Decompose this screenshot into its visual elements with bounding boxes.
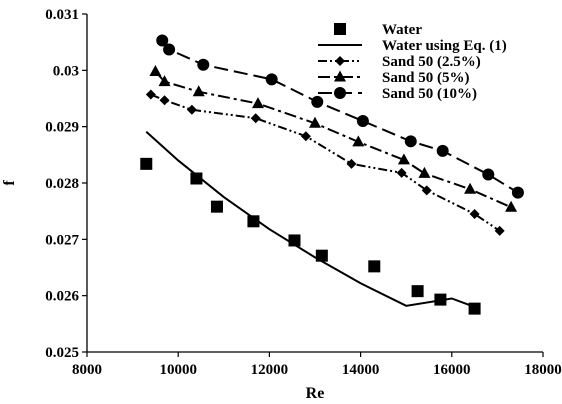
series-line [154,70,512,209]
legend-item: Sand 50 (10%) [318,86,477,102]
legend-marker [334,70,346,82]
data-point [436,144,449,157]
legend-label: Sand 50 (10%) [382,86,477,102]
legend-item: Sand 50 (2.5%) [318,54,481,70]
data-point [197,58,210,71]
x-tick-label: 12000 [251,362,289,378]
data-point [156,34,169,47]
data-point [309,116,321,128]
y-tick-label: 0.029 [45,120,79,136]
series-sand-50-2-5 [145,89,505,236]
data-point [356,115,369,128]
data-point [421,185,432,196]
legend-item: Water [334,22,422,38]
data-point [404,135,417,148]
legend-marker [334,87,346,99]
legend-label: Water using Eq. (1) [382,38,507,54]
series-line [161,39,519,194]
series-sand-50-5 [149,64,518,212]
x-axis-ticks: 8000 10000 12000 14000 16000 18000 [72,352,562,378]
data-point [397,153,410,165]
legend-marker [334,23,346,35]
series-water [140,157,481,315]
data-point [210,200,223,213]
data-point [149,64,162,76]
data-point [300,131,311,142]
data-point [140,157,153,170]
y-tick-label: 0.026 [45,289,79,305]
y-tick-label: 0.03 [53,63,79,79]
data-point [145,89,156,100]
x-tick-label: 16000 [433,362,471,378]
data-point [190,172,203,185]
x-tick-label: 8000 [72,362,102,378]
series-water-using-eq-1 [145,130,475,308]
data-point [158,75,171,87]
data-point [315,249,328,262]
data-point [311,95,324,108]
data-point [352,135,365,147]
data-point [192,85,205,97]
series-line [150,93,501,232]
data-point [511,186,524,199]
data-point [368,260,381,273]
legend-item: Water using Eq. (1) [318,38,507,54]
x-axis-title: Re [306,385,325,402]
data-point [159,95,170,106]
data-point [250,113,261,124]
x-tick-label: 18000 [524,362,562,378]
y-axis-title: f [1,180,18,186]
x-tick-label: 10000 [159,362,197,378]
data-point [411,285,424,298]
data-point [265,73,278,86]
data-point [469,208,480,219]
y-tick-label: 0.027 [45,232,79,248]
legend-marker [335,56,345,66]
data-point [396,167,407,178]
legend-label: Sand 50 (5%) [382,70,470,86]
legend-label: Sand 50 (2.5%) [382,54,481,70]
y-tick-label: 0.025 [45,345,79,361]
series-sand-50-10 [156,34,524,199]
legend-label: Water [382,22,422,38]
legend-item: Sand 50 (5%) [318,70,470,86]
data-point [494,225,505,236]
data-point [418,166,431,178]
data-point [464,182,477,194]
data-point [346,158,357,169]
data-point [252,97,264,109]
y-tick-label: 0.028 [45,176,79,192]
x-tick-label: 14000 [342,362,380,378]
data-point [163,43,176,56]
data-point [247,215,260,228]
series-line [145,130,475,308]
y-axis-ticks: 0.025 0.026 0.027 0.028 0.029 0.03 0.031 [45,7,87,361]
series-layer [140,34,524,315]
y-tick-label: 0.031 [45,7,79,23]
data-point [505,200,518,212]
data-point [186,104,197,115]
data-point [482,168,495,181]
